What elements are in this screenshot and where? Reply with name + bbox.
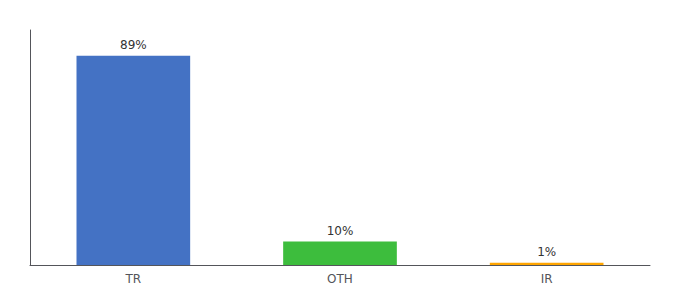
svg-text:89%: 89% bbox=[120, 38, 147, 52]
svg-text:10%: 10% bbox=[327, 224, 354, 238]
svg-text:OTH: OTH bbox=[327, 272, 353, 286]
svg-text:IR: IR bbox=[541, 272, 553, 286]
svg-text:1%: 1% bbox=[537, 245, 556, 259]
svg-text:TR: TR bbox=[124, 272, 141, 286]
